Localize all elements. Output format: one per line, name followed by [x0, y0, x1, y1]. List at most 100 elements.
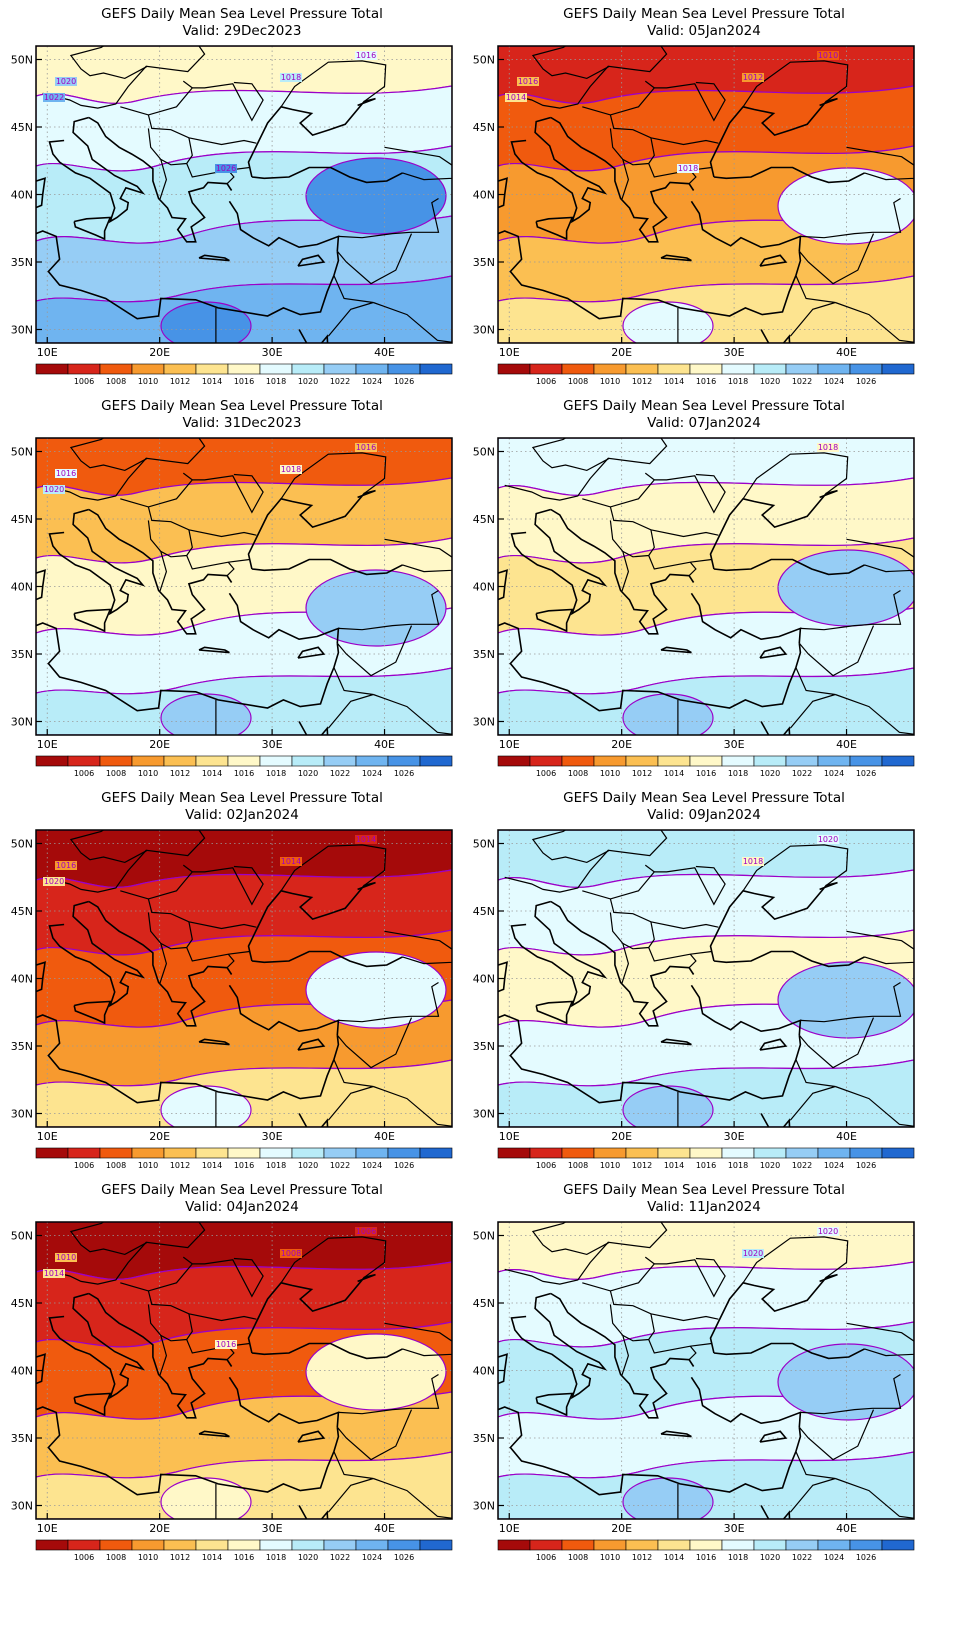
colorbar-label: 1006 — [536, 1161, 556, 1170]
country-border — [159, 1335, 168, 1377]
contour-label: 1010 — [818, 51, 838, 60]
colorbar-label: 1020 — [760, 1161, 780, 1170]
lat-tick-label: 50N — [473, 1230, 495, 1243]
colorbar-swatch — [497, 755, 531, 767]
lon-tick-label: 10E — [499, 1130, 520, 1143]
country-border — [531, 830, 610, 864]
country-border — [846, 146, 914, 181]
pressure-cell — [622, 1477, 714, 1519]
coastline — [198, 646, 230, 654]
lon-tick-label: 10E — [499, 1522, 520, 1535]
lon-tick-label: 30E — [724, 1130, 745, 1143]
coastline — [298, 721, 329, 735]
pressure-band — [498, 1451, 914, 1519]
country-border — [846, 538, 914, 573]
colorbar-label: 1014 — [202, 1161, 222, 1170]
coastline — [298, 329, 329, 343]
colorbar-swatch — [721, 755, 755, 767]
country-border — [742, 452, 849, 500]
colorbar-swatch — [67, 755, 101, 767]
colorbar-swatch — [387, 755, 421, 767]
contour-label: 1006 — [356, 1227, 376, 1236]
colorbar-swatch — [849, 1147, 883, 1159]
colorbar-swatch — [785, 1147, 819, 1159]
coastline — [709, 489, 838, 570]
colorbar-label: 1024 — [824, 1161, 844, 1170]
coastline — [709, 1273, 838, 1354]
coastline — [535, 1000, 574, 1025]
coastline — [535, 216, 574, 241]
country-border — [336, 625, 413, 677]
country-border — [742, 1236, 849, 1284]
colorbar-swatch — [849, 363, 883, 375]
country-border — [621, 551, 630, 593]
coastline — [48, 1292, 146, 1400]
coastline — [760, 329, 791, 343]
colorbar-swatch — [163, 755, 197, 767]
pressure-field: 1016 1018 1020 1022 1026 — [36, 46, 452, 343]
colorbar-label: 1016 — [234, 769, 254, 778]
country-border — [846, 930, 914, 965]
country-border — [798, 1409, 875, 1461]
coastline — [36, 569, 46, 601]
lat-tick-label: 50N — [473, 838, 495, 851]
coastline — [510, 508, 608, 616]
colorbar-swatch — [657, 363, 691, 375]
lat-tick-label: 30N — [11, 716, 33, 729]
colorbar-label: 1022 — [330, 1161, 350, 1170]
colorbar-swatch — [355, 1539, 389, 1551]
colorbar-swatch — [355, 363, 389, 375]
coastline — [535, 1392, 574, 1417]
coastline — [73, 1000, 112, 1025]
map-panel: GEFS Daily Mean Sea Level Pressure Total… — [0, 392, 482, 802]
colorbar: 1006 1008 1010 1012 1014 1016 1018 1020 1022 1024… — [497, 755, 915, 778]
coastline — [759, 646, 788, 659]
colorbar-swatch — [593, 755, 627, 767]
lon-tick-label: 30E — [724, 346, 745, 359]
colorbar-label: 1008 — [568, 377, 588, 386]
coastline — [247, 881, 376, 962]
coastline — [247, 1273, 376, 1354]
colorbar-label: 1014 — [664, 377, 684, 386]
colorbar-swatch — [529, 363, 563, 375]
colorbar-swatch — [657, 755, 691, 767]
coastline — [498, 177, 508, 209]
coastline — [913, 924, 914, 926]
lon-tick-label: 20E — [611, 346, 632, 359]
lon-tick-label: 40E — [836, 1130, 857, 1143]
colorbar-swatch — [497, 1147, 531, 1159]
country-border — [582, 1256, 656, 1292]
coastline — [36, 230, 340, 320]
map-panel-svg: GEFS Daily Mean Sea Level Pressure Total… — [473, 1182, 915, 1562]
lat-tick-label: 50N — [473, 54, 495, 67]
colorbar-swatch — [323, 755, 357, 767]
colorbar-swatch — [227, 755, 261, 767]
map-panel: GEFS Daily Mean Sea Level Pressure Total… — [462, 1176, 944, 1586]
colorbar-label: 1010 — [600, 769, 620, 778]
coastline — [498, 569, 508, 601]
coastline — [759, 1038, 788, 1051]
country-border — [147, 520, 193, 558]
country-border — [609, 912, 655, 950]
map-panel-svg: GEFS Daily Mean Sea Level Pressure Total… — [473, 6, 915, 386]
coastline — [660, 254, 692, 262]
colorbar-swatch — [561, 755, 595, 767]
coastline — [251, 166, 403, 184]
coastline — [535, 608, 574, 633]
colorbar-label: 1020 — [760, 769, 780, 778]
coastline — [660, 1038, 692, 1046]
lon-tick-label: 10E — [37, 1130, 58, 1143]
colorbar-label: 1026 — [856, 377, 876, 386]
colorbar-label: 1010 — [600, 377, 620, 386]
coastline — [88, 508, 233, 635]
coastline — [760, 721, 791, 735]
contour-label: 1020 — [743, 1249, 763, 1258]
country-border — [69, 46, 148, 80]
colorbar-swatch — [561, 363, 595, 375]
lat-tick-label: 45N — [473, 1297, 495, 1310]
country-border — [504, 438, 668, 501]
country-border — [192, 473, 264, 514]
coastline — [251, 558, 403, 576]
country-border — [338, 197, 440, 239]
pressure-field: 1020 1020 — [498, 1222, 914, 1519]
